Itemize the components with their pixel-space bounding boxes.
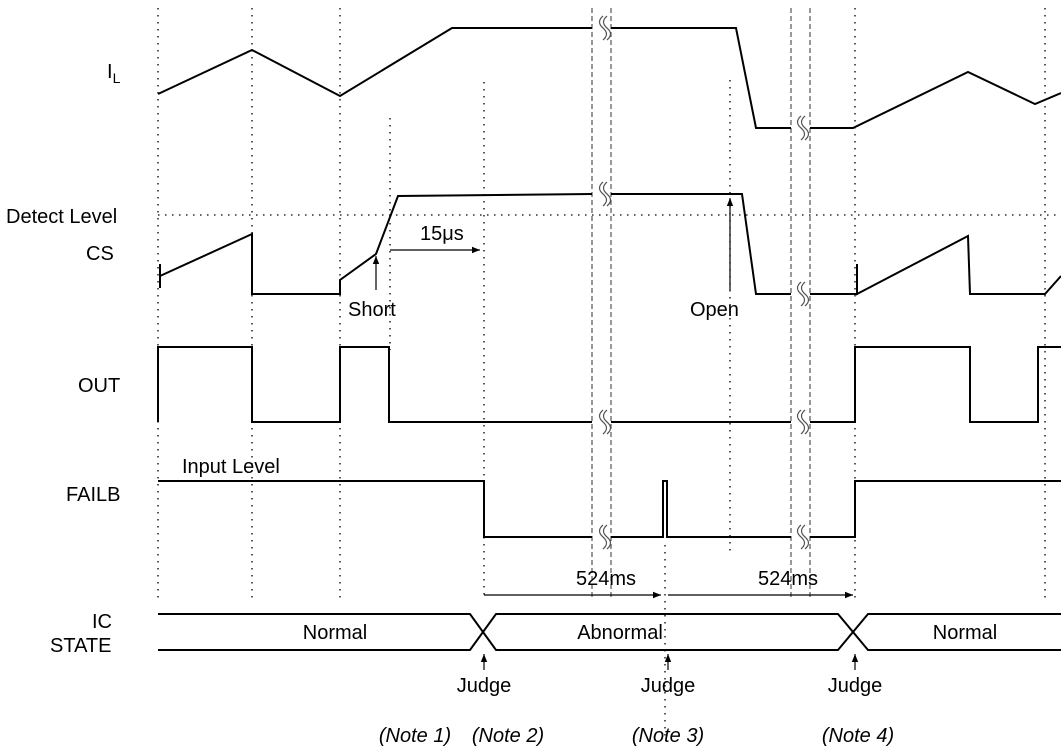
state-normal-1: Normal xyxy=(303,622,367,644)
il-label: IL xyxy=(107,61,121,86)
out-waveform-3 xyxy=(810,346,1061,423)
il-waveform xyxy=(157,27,592,98)
time-markers xyxy=(157,8,1046,740)
open-label: Open xyxy=(690,299,739,321)
detect-level-label: Detect Level xyxy=(6,206,117,228)
il-waveform-3 xyxy=(810,70,1061,129)
out-label: OUT xyxy=(78,375,120,397)
short-label: Short xyxy=(348,299,396,321)
note-2: (Note 2) xyxy=(472,725,544,747)
break-region-lines xyxy=(591,8,811,598)
ic-state-label-1: IC xyxy=(92,611,112,633)
annotation-arrows xyxy=(372,198,859,670)
time-524ms-label-2: 524ms xyxy=(758,568,818,590)
time-524ms-label-1: 524ms xyxy=(576,568,636,590)
failb-waveform-3 xyxy=(810,480,1061,538)
ic-state-bus xyxy=(158,613,1061,651)
time-15us-label: 15μs xyxy=(420,223,464,245)
failb-label: FAILB xyxy=(66,484,120,506)
state-normal-2: Normal xyxy=(933,622,997,644)
cs-waveform xyxy=(159,193,593,295)
failb-waveform xyxy=(158,480,592,538)
cs-waveform-2 xyxy=(611,193,791,295)
judge-label-2: Judge xyxy=(641,675,696,697)
state-abnormal: Abnormal xyxy=(577,622,663,644)
ic-state-label-2: STATE xyxy=(50,635,111,657)
out-waveform xyxy=(157,346,592,423)
judge-label-3: Judge xyxy=(828,675,883,697)
judge-label-1: Judge xyxy=(457,675,512,697)
failb-waveform-2 xyxy=(611,480,791,538)
cs-label: CS xyxy=(86,243,114,265)
break-symbols xyxy=(594,15,810,550)
note-1: (Note 1) xyxy=(379,725,451,747)
input-level-label: Input Level xyxy=(182,456,280,478)
il-waveform-2 xyxy=(611,27,791,129)
note-3: (Note 3) xyxy=(632,725,704,747)
note-4: (Note 4) xyxy=(822,725,894,747)
cs-waveform-3 xyxy=(810,234,1061,296)
